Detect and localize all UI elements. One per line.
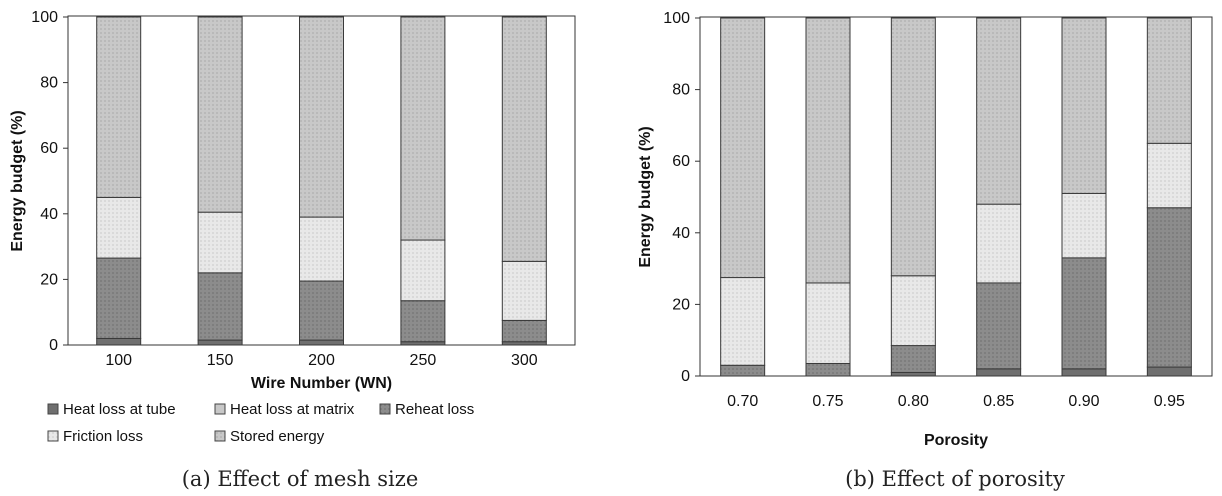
bar-segment-reheat-loss [96,257,142,339]
bar-segment-friction-loss [890,275,936,347]
x-tick-label: 250 [410,352,437,369]
bar-segment-reheat-loss [299,280,344,341]
chart-porosity: 0 20 40 60 80 100 Energy budget (%) 0.70 0.75 0.8… [637,10,1213,491]
legend-swatch-heat-loss-at-matrix [214,403,226,415]
x-axis-label: Porosity [924,432,988,449]
x-tick-label: 200 [308,352,335,369]
bar-segment-friction-loss [197,211,243,274]
y-tick-label: 100 [663,10,690,27]
y-tick-label: 20 [40,271,58,288]
figure-caption: (a) Effect of mesh size [182,467,419,491]
bar-segment-stored-energy [96,16,142,198]
y-tick-label: 20 [672,296,690,313]
bar-segment-heat-loss-at-tube [890,371,936,377]
bar-segment-reheat-loss [1061,257,1107,370]
plot-frame [699,16,1213,377]
x-tick-label: 0.75 [812,393,843,410]
bar-segment-reheat-loss [805,362,851,377]
bar-segment-reheat-loss [400,300,446,343]
figure-caption: (b) Effect of porosity [845,467,1065,491]
y-tick-label: 80 [672,82,690,99]
bar-segment-reheat-loss [720,364,766,377]
x-tick-label: 150 [207,352,234,369]
bar-segment-stored-energy [400,16,446,241]
bar-segment-stored-energy [1061,17,1107,194]
bar-segment-friction-loss [1146,142,1192,209]
x-tick-label: 300 [511,352,538,369]
bar-segment-stored-energy [976,17,1022,205]
y-tick-label: 40 [40,206,58,223]
legend-swatch-reheat-loss [379,403,391,415]
y-tick-label: 80 [40,75,58,92]
bar-segment-heat-loss-at-tube [197,339,243,346]
legend-label-heat-loss-at-matrix: Heat loss at matrix [230,401,355,418]
legend: Heat loss at tube Heat loss at matrix Rehe… [47,401,474,445]
x-tick-label: 0.95 [1154,393,1185,410]
bar-segment-stored-energy [805,17,851,284]
bar-segment-friction-loss [299,216,344,282]
y-axis-label: Energy budget (%) [9,110,26,251]
y-tick-label: 60 [672,153,690,170]
bar-segment-heat-loss-at-tube [1061,368,1107,377]
y-tick-label: 40 [672,225,690,242]
y-axis-label: Energy budget (%) [637,126,654,267]
bar-segment-reheat-loss [501,319,547,343]
bar-segment-heat-loss-at-tube [1146,366,1192,377]
bar-segment-friction-loss [1061,192,1107,259]
bar-segment-friction-loss [805,282,851,364]
legend-label-friction-loss: Friction loss [63,428,143,445]
legend-swatch-stored-energy [214,430,226,442]
x-tick-label: 0.80 [898,393,929,410]
x-tick-label: 0.90 [1068,393,1099,410]
bar-segment-heat-loss-at-tube [96,337,142,346]
x-tick-label: 0.85 [983,393,1014,410]
legend-swatch-heat-loss-at-tube [47,403,59,415]
x-axis-label: Wire Number (WN) [251,375,392,392]
chart-mesh-size: 0 20 40 60 80 100 Energy budget (%) 100 150 200 25… [9,9,576,491]
bar-segment-friction-loss [400,239,446,302]
bar-segment-reheat-loss [197,272,243,341]
x-tick-label: 100 [105,352,132,369]
bar-segment-friction-loss [976,203,1022,284]
legend-label-heat-loss-at-tube: Heat loss at tube [63,401,176,418]
legend-swatch-friction-loss [47,430,59,442]
legend-label-stored-energy: Stored energy [230,428,325,445]
bar-segment-stored-energy [1146,17,1192,144]
y-tick-label: 0 [681,368,690,385]
bar-segment-stored-energy [720,17,766,279]
bar-segment-stored-energy [299,16,344,218]
y-tick-label: 0 [49,337,58,354]
bar-segment-stored-energy [501,16,547,262]
y-tick-label: 60 [40,140,58,157]
y-tick-label: 100 [31,9,58,26]
x-tick-label: 0.70 [727,393,758,410]
bar-segment-stored-energy [197,16,243,213]
bar-segment-friction-loss [96,196,142,259]
bar-segment-reheat-loss [890,345,936,373]
legend-label-reheat-loss: Reheat loss [395,401,474,418]
bar-segment-stored-energy [890,17,936,277]
bar-segment-friction-loss [720,277,766,366]
bar-segment-reheat-loss [976,282,1022,370]
bar-segment-heat-loss-at-tube [299,339,344,346]
bar-segment-heat-loss-at-tube [976,368,1022,377]
bar-segment-reheat-loss [1146,207,1192,368]
bar-segment-friction-loss [501,260,547,321]
